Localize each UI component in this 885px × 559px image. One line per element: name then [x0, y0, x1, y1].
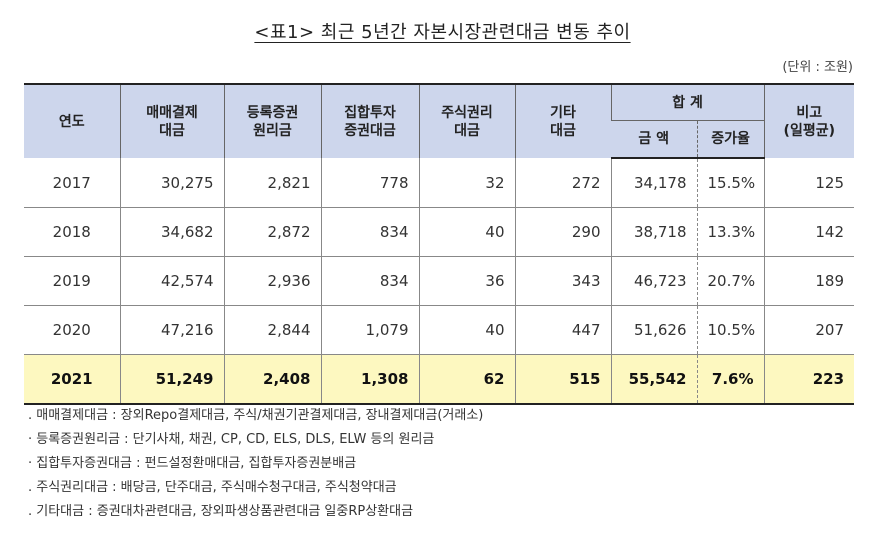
data-table: 연도 매매결제 대금 등록증권 원리금 집합투자 증권대금 주식권리 대금 기타 대금 합…: [24, 83, 855, 405]
cell-note: 125: [763, 158, 855, 208]
cell-c1: 42,574: [119, 256, 224, 306]
footnote: . 매매결제대금 : 장외Repo결제대금, 주식/채권기관결제대금, 장내결제…: [28, 408, 484, 423]
header-col4: 주식권리 대금: [418, 83, 515, 158]
cell-c5: 343: [514, 256, 611, 306]
cell-c4: 32: [418, 158, 515, 208]
cell-c1: 30,275: [119, 158, 224, 208]
cell-c5: 515: [514, 354, 611, 405]
footnote: · 집합투자증권대금 : 펀드설정환매대금, 집합투자증권분배금: [28, 456, 357, 471]
cell-c5: 290: [514, 207, 611, 257]
cell-amount: 51,626: [610, 305, 697, 355]
footnote: . 기타대금 : 증권대차관련대금, 장외파생상품관련대금 일중RP상환대금: [28, 504, 414, 519]
cell-c1: 51,249: [119, 354, 224, 405]
table-row: 2019 42,574 2,936 834 36 343 46,723 20.7…: [24, 256, 855, 306]
cell-note: 207: [763, 305, 855, 355]
cell-c1: 47,216: [119, 305, 224, 355]
cell-c2: 2,844: [223, 305, 321, 355]
cell-growth: 7.6%: [696, 354, 765, 405]
cell-c2: 2,936: [223, 256, 321, 306]
table-title: <표1> 최근 5년간 자본시장관련대금 변동 추이: [254, 22, 631, 43]
cell-amount: 34,178: [610, 158, 697, 208]
table-row-highlight: 2021 51,249 2,408 1,308 62 515 55,542 7.…: [24, 354, 855, 405]
cell-c2: 2,821: [223, 158, 321, 208]
header-subrow: 금 액 증가율: [24, 120, 854, 159]
cell-c4: 36: [418, 256, 515, 306]
cell-c4: 40: [418, 305, 515, 355]
cell-note: 142: [763, 207, 855, 257]
header-row: 연도 매매결제 대금 등록증권 원리금 집합투자 증권대금 주식권리 대금 기타 대금 합…: [24, 83, 855, 158]
unit-label: (단위 : 조원): [782, 60, 853, 75]
cell-growth: 15.5%: [696, 158, 765, 208]
header-total: 합 계: [610, 83, 765, 121]
header-amount: 금 액: [611, 120, 697, 159]
cell-growth: 13.3%: [696, 207, 765, 257]
cell-c4: 40: [418, 207, 515, 257]
cell-year: 2020: [24, 305, 120, 355]
cell-c3: 834: [320, 207, 419, 257]
cell-note: 189: [763, 256, 855, 306]
header-col5: 기타 대금: [514, 83, 611, 158]
cell-c3: 834: [320, 256, 419, 306]
table-row: 2017 30,275 2,821 778 32 272 34,178 15.5…: [24, 158, 855, 208]
cell-growth: 10.5%: [696, 305, 765, 355]
cell-year: 2019: [24, 256, 120, 306]
cell-c2: 2,872: [223, 207, 321, 257]
header-growth: 증가율: [696, 120, 765, 159]
header-col1: 매매결제 대금: [119, 83, 224, 158]
header-note: 비고 (일평균): [763, 83, 855, 158]
footnotes: . 매매결제대금 : 장외Repo결제대금, 주식/채권기관결제대금, 장내결제…: [28, 404, 483, 524]
cell-year: 2017: [24, 158, 120, 208]
cell-c3: 1,308: [320, 354, 419, 405]
footnote: . 주식권리대금 : 배당금, 단주대금, 주식매수청구대금, 주식청약대금: [28, 480, 397, 495]
cell-c2: 2,408: [223, 354, 321, 405]
cell-c3: 1,079: [320, 305, 419, 355]
cell-year: 2021: [24, 354, 120, 405]
header-col2: 등록증권 원리금: [223, 83, 321, 158]
cell-c5: 272: [514, 158, 611, 208]
cell-c3: 778: [320, 158, 419, 208]
cell-note: 223: [763, 354, 855, 405]
table-row: 2020 47,216 2,844 1,079 40 447 51,626 10…: [24, 305, 855, 355]
header-col3: 집합투자 증권대금: [320, 83, 419, 158]
footnote: · 등록증권원리금 : 단기사채, 채권, CP, CD, ELS, DLS, …: [28, 432, 435, 447]
cell-c5: 447: [514, 305, 611, 355]
cell-amount: 38,718: [610, 207, 697, 257]
header-year: 연도: [24, 83, 120, 158]
cell-year: 2018: [24, 207, 120, 257]
table-row: 2018 34,682 2,872 834 40 290 38,718 13.3…: [24, 207, 855, 257]
cell-c1: 34,682: [119, 207, 224, 257]
cell-growth: 20.7%: [696, 256, 765, 306]
cell-c4: 62: [418, 354, 515, 405]
cell-amount: 46,723: [610, 256, 697, 306]
cell-amount: 55,542: [610, 354, 697, 405]
